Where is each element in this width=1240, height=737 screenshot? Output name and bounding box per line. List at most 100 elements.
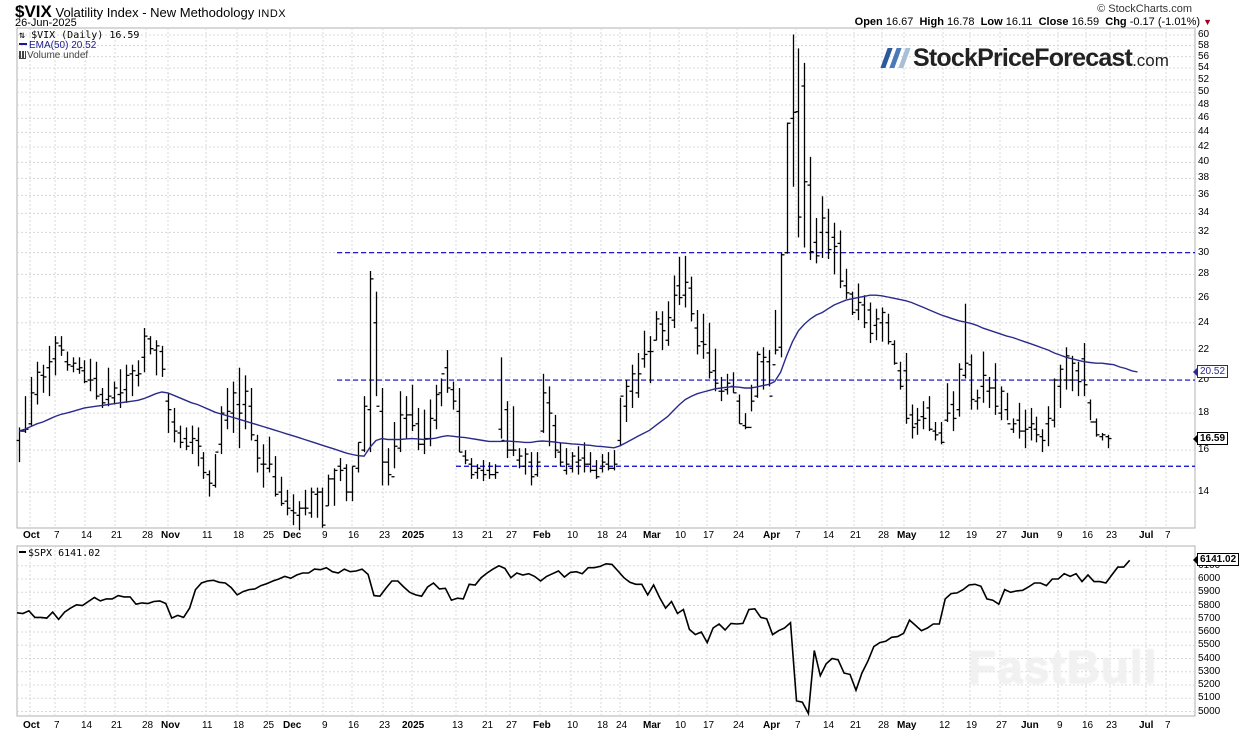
tag-pointer-icon	[1193, 556, 1197, 565]
x-axis-label: 17	[703, 720, 715, 731]
x-axis-label: 13	[452, 530, 464, 541]
x-axis-label: 21	[482, 720, 494, 731]
x-axis-label: 2025	[402, 720, 425, 731]
x-axis-label: Feb	[533, 720, 551, 731]
x-axis-label: 9	[1057, 720, 1063, 731]
x-axis-label: 10	[567, 530, 579, 541]
y-axis-label: 34	[1198, 207, 1210, 219]
x-axis-label: 14	[823, 530, 835, 541]
y-axis-label: 18	[1198, 407, 1210, 419]
y-axis-label: 5900	[1198, 586, 1221, 598]
chg-label: Chg	[1105, 16, 1127, 28]
x-axis-label: 16	[348, 720, 360, 731]
y-axis-label: 5300	[1198, 665, 1221, 677]
x-axis-label: 16	[1082, 530, 1094, 541]
x-axis-label: 27	[996, 720, 1008, 731]
x-axis-label: 18	[597, 720, 609, 731]
x-axis-label: 23	[379, 720, 391, 731]
symbol: $VIX	[15, 2, 52, 21]
symbol-name: Volatility Index - New Methodology	[55, 5, 255, 20]
spx-panel-frame	[16, 545, 1196, 717]
y-axis-label: 32	[1198, 226, 1210, 238]
x-axis-label: 25	[263, 720, 275, 731]
x-axis-label: Nov	[161, 530, 180, 541]
x-axis-label: 7	[54, 530, 60, 541]
x-axis-label: Jul	[1139, 720, 1154, 731]
x-axis-label: 10	[675, 530, 687, 541]
x-axis-label: 7	[54, 720, 60, 731]
x-axis-label: 18	[233, 720, 245, 731]
y-axis-label: 52	[1198, 73, 1210, 85]
y-axis-label: 5700	[1198, 612, 1221, 624]
x-axis-label: Oct	[23, 530, 40, 541]
x-axis-label: Nov	[161, 720, 180, 731]
spx-last-value-tag: 6141.02	[1197, 553, 1240, 567]
y-axis-label: 6000	[1198, 573, 1221, 584]
x-axis-label: 28	[142, 530, 154, 541]
x-axis-label: 9	[322, 720, 328, 731]
x-axis-label: Jun	[1021, 720, 1039, 731]
vix-legend: ⇅ $VIX (Daily) 16.59 EMA(50) 20.52 Volum…	[19, 31, 139, 61]
fastbull-watermark: FastBull	[968, 641, 1158, 693]
vix-legend-label: $VIX (Daily) 16.59	[31, 30, 140, 41]
volume-legend-label: Volume undef	[27, 50, 89, 61]
x-axis-label: May	[897, 530, 917, 541]
x-axis-label: May	[897, 720, 917, 731]
y-axis-label: 5200	[1198, 679, 1221, 690]
y-axis-label: 5000	[1198, 705, 1221, 717]
x-axis-label: Dec	[283, 720, 302, 731]
tag-pointer-icon	[1193, 367, 1197, 376]
y-axis-label: 46	[1198, 112, 1210, 124]
ema50-line	[18, 294, 1138, 457]
y-axis-label: 54	[1198, 62, 1210, 74]
y-axis-label: 56	[1198, 50, 1210, 62]
x-axis-label: 18	[597, 530, 609, 541]
x-axis-label: Dec	[283, 530, 302, 541]
down-triangle-icon: ▼	[1203, 17, 1212, 27]
x-axis-label: 23	[1106, 530, 1118, 541]
y-axis-label: 48	[1198, 99, 1210, 111]
x-axis-label: 9	[322, 530, 328, 541]
x-axis-label: 12	[939, 530, 951, 541]
chg-value: -0.17 (-1.01%)	[1129, 16, 1201, 28]
x-axis-label: Jun	[1021, 530, 1039, 541]
line-swatch-icon	[19, 43, 27, 45]
y-axis-label: 24	[1198, 316, 1210, 328]
y-axis-label: 5800	[1198, 599, 1221, 611]
vix-last-value-tag: 16.59	[1197, 431, 1229, 445]
x-axis-label: 21	[111, 530, 123, 541]
x-axis-label: 24	[733, 530, 745, 541]
y-axis-label: 50	[1198, 86, 1210, 98]
y-axis-label: 36	[1198, 189, 1210, 201]
y-axis-label: 16	[1198, 444, 1210, 456]
y-axis-label: 40	[1198, 156, 1210, 168]
x-axis-label: 7	[1165, 530, 1171, 541]
stockpriceforecast-logo: StockPriceForecast.com	[880, 44, 1169, 73]
x-axis-label: 17	[703, 530, 715, 541]
chart-title: $VIX Volatility Index - New Methodology …	[15, 2, 286, 22]
x-axis-label: 16	[348, 530, 360, 541]
x-axis-label: 24	[616, 720, 628, 731]
y-axis-label: 30	[1198, 246, 1210, 258]
y-axis-label: 20	[1198, 374, 1210, 386]
x-axis-label: 7	[1165, 720, 1171, 731]
x-axis-label: 18	[233, 530, 245, 541]
copyright: © StockCharts.com	[1097, 3, 1192, 15]
high-value: 16.78	[947, 16, 975, 28]
x-axis-label: 24	[733, 720, 745, 731]
logo-suffix: .com	[1132, 51, 1169, 70]
x-axis-label: Oct	[23, 720, 40, 731]
x-axis-label: 21	[111, 720, 123, 731]
y-axis-label: 5400	[1198, 652, 1221, 664]
x-axis-label: 23	[1106, 720, 1118, 731]
x-axis-label: 16	[1082, 720, 1094, 731]
close-value: 16.59	[1071, 16, 1100, 28]
x-axis-label: 10	[675, 720, 687, 731]
y-axis-label: 5600	[1198, 626, 1221, 637]
x-axis-label: 14	[81, 720, 93, 731]
close-label: Close	[1038, 16, 1069, 28]
low-label: Low	[980, 16, 1003, 28]
y-axis-label: 14	[1198, 486, 1210, 498]
x-axis-label: 7	[795, 530, 801, 541]
